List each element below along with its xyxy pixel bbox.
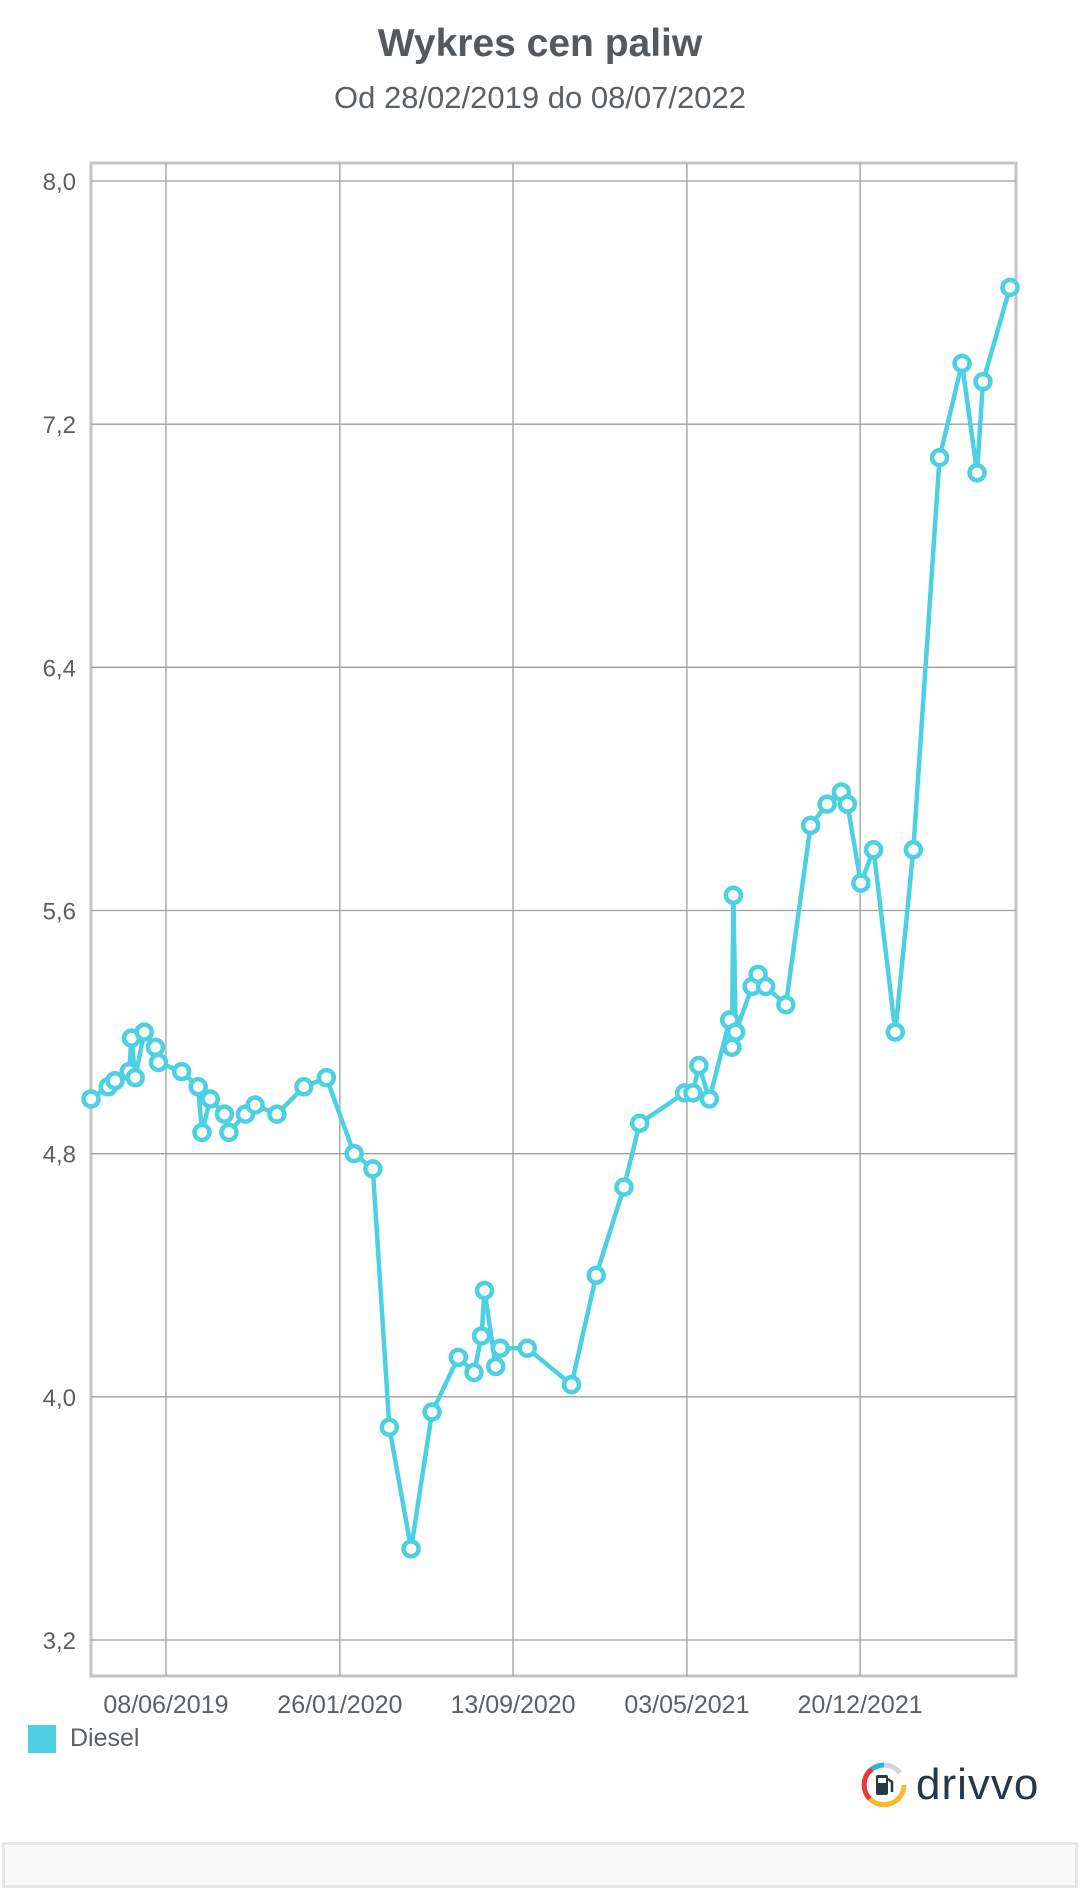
line-chart: 3,2 4,0 4,8 5,6 6,4 7,2 8,0 08/06/2019 26/01/202… bbox=[43, 161, 1020, 1719]
diesel-data-point bbox=[851, 873, 871, 893]
diesel-data-point bbox=[192, 1122, 212, 1143]
diesel-data-point bbox=[471, 1326, 492, 1346]
y-tick-label: 7,2 bbox=[43, 412, 76, 439]
diesel-data-point bbox=[561, 1374, 582, 1395]
x-tick-label: 08/06/2019 bbox=[103, 1691, 228, 1719]
diesel-data-point bbox=[967, 463, 987, 483]
legend: Diesel bbox=[28, 1724, 139, 1753]
diesel-data-point bbox=[145, 1037, 166, 1058]
diesel-data-point bbox=[363, 1159, 383, 1179]
diesel-data-point bbox=[725, 1022, 746, 1042]
diesel-data-point bbox=[800, 815, 821, 836]
fuel-pump-icon bbox=[861, 1762, 907, 1808]
diesel-data-point bbox=[699, 1089, 720, 1109]
diesel-data-point bbox=[267, 1104, 287, 1124]
diesel-data-point bbox=[723, 885, 744, 906]
chart-subtitle: Od 28/02/2019 do 08/07/2022 bbox=[334, 80, 746, 115]
diesel-data-point bbox=[929, 447, 950, 468]
diesel-data-point bbox=[344, 1143, 364, 1164]
diesel-data-point bbox=[586, 1265, 606, 1285]
diesel-data-point bbox=[134, 1022, 154, 1042]
diesel-series-line bbox=[89, 286, 1013, 1552]
x-tick-label: 20/12/2021 bbox=[798, 1691, 923, 1719]
drivvo-logo: drivvo bbox=[860, 1760, 1039, 1810]
diesel-data-point bbox=[486, 1356, 506, 1377]
diesel-data-point bbox=[1000, 277, 1020, 298]
x-tick-label: 03/05/2021 bbox=[624, 1691, 749, 1719]
diesel-data-point bbox=[200, 1089, 220, 1109]
diesel-data-point bbox=[755, 976, 776, 997]
diesel-data-point bbox=[490, 1338, 511, 1358]
y-tick-label: 6,4 bbox=[43, 655, 76, 682]
diesel-data-point bbox=[125, 1067, 145, 1088]
y-tick-label: 3,2 bbox=[43, 1628, 76, 1655]
x-tick-label: 26/01/2020 bbox=[277, 1691, 402, 1719]
diesel-data-point bbox=[722, 1037, 742, 1058]
legend-swatch bbox=[28, 1724, 56, 1753]
diesel-data-point bbox=[689, 1055, 709, 1076]
logo-text: drivvo bbox=[916, 1760, 1040, 1809]
diesel-data-point bbox=[973, 371, 993, 392]
bottom-bar bbox=[2, 1842, 1078, 1888]
diesel-data-point bbox=[474, 1280, 495, 1301]
diesel-data-point bbox=[448, 1347, 469, 1368]
diesel-data-point bbox=[422, 1402, 442, 1422]
chart-title: Wykres cen paliw bbox=[377, 22, 703, 65]
diesel-data-point bbox=[683, 1083, 703, 1103]
diesel-data-point bbox=[219, 1122, 239, 1143]
diesel-data-point bbox=[885, 1022, 906, 1042]
diesel-data-point bbox=[214, 1104, 235, 1124]
diesel-data-point bbox=[105, 1070, 125, 1091]
y-tick-label: 8,0 bbox=[43, 169, 76, 196]
x-tick-label: 13/09/2020 bbox=[450, 1691, 575, 1719]
diesel-data-point bbox=[245, 1095, 265, 1115]
diesel-data-point bbox=[517, 1338, 538, 1358]
diesel-data-point bbox=[952, 353, 972, 374]
plot-frame bbox=[89, 161, 1018, 1678]
diesel-data-point bbox=[171, 1061, 192, 1082]
diesel-data-point bbox=[464, 1362, 484, 1383]
y-tick-label: 5,6 bbox=[43, 899, 76, 926]
diesel-data-point bbox=[401, 1539, 421, 1559]
diesel-data-point bbox=[148, 1052, 169, 1073]
diesel-data-point bbox=[903, 839, 924, 860]
diesel-data-point bbox=[629, 1113, 650, 1134]
diesel-data-point bbox=[837, 794, 858, 814]
diesel-data-point bbox=[776, 994, 796, 1015]
diesel-data-point bbox=[379, 1417, 400, 1437]
diesel-data-point bbox=[81, 1089, 101, 1109]
legend-label: Diesel bbox=[70, 1724, 140, 1752]
diesel-data-point bbox=[188, 1077, 208, 1097]
diesel-data-point bbox=[863, 839, 884, 860]
y-tick-label: 4,8 bbox=[43, 1142, 76, 1169]
y-tick-label: 4,0 bbox=[43, 1385, 76, 1412]
diesel-data-point bbox=[614, 1177, 634, 1197]
diesel-data-point bbox=[316, 1067, 337, 1088]
diesel-data-point bbox=[817, 794, 837, 814]
diesel-data-point bbox=[294, 1077, 314, 1097]
